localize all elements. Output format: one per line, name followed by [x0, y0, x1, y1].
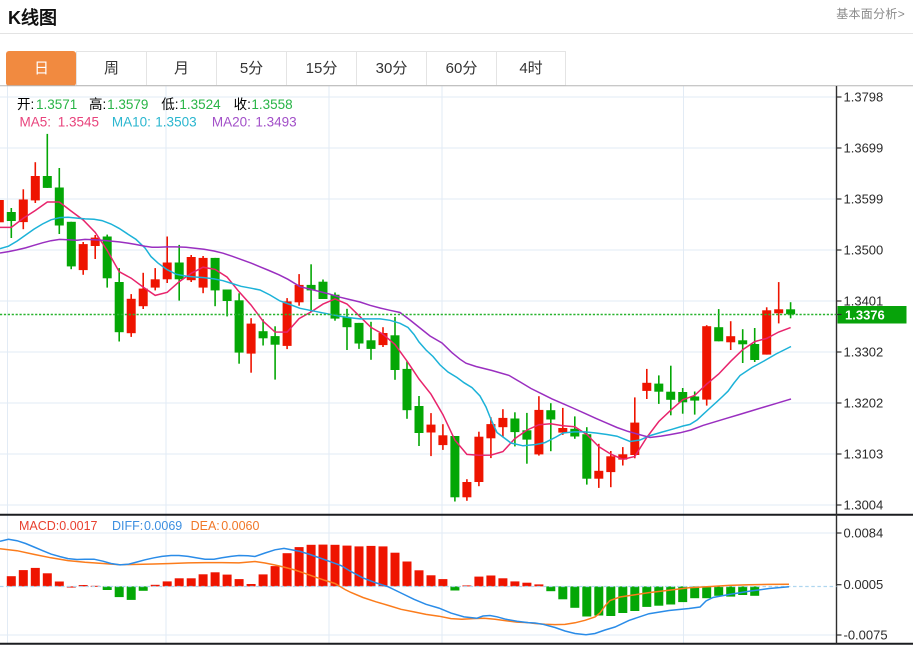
svg-text:1.3500: 1.3500 — [844, 243, 884, 258]
svg-text:-0.0075: -0.0075 — [844, 628, 888, 643]
svg-text:1.3376: 1.3376 — [845, 308, 885, 323]
svg-text:0.0084: 0.0084 — [844, 526, 884, 541]
svg-text:0.0005: 0.0005 — [844, 577, 884, 592]
svg-text:1.3302: 1.3302 — [844, 345, 884, 360]
svg-text:1.3798: 1.3798 — [844, 90, 884, 105]
svg-text:1.3599: 1.3599 — [844, 192, 884, 207]
svg-text:1.3103: 1.3103 — [844, 447, 884, 462]
svg-text:1.3401: 1.3401 — [844, 294, 884, 309]
svg-text:1.3004: 1.3004 — [844, 498, 884, 513]
svg-text:1.3699: 1.3699 — [844, 141, 884, 156]
svg-text:1.3202: 1.3202 — [844, 396, 884, 411]
